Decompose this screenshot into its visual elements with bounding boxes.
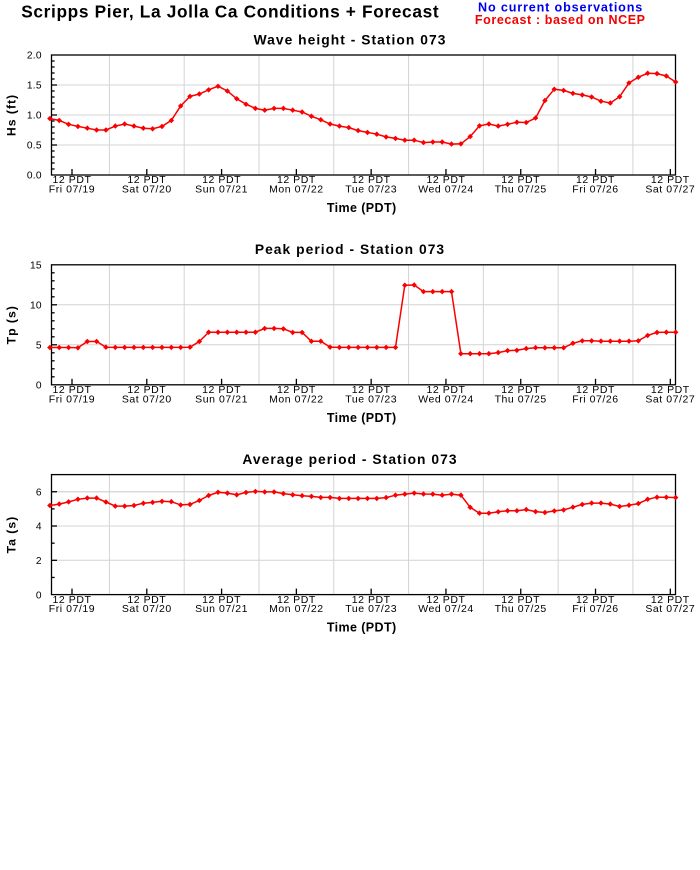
svg-text:Wed 07/24: Wed 07/24: [418, 393, 474, 405]
svg-text:Sat 07/20: Sat 07/20: [122, 184, 172, 196]
svg-text:12 PDT: 12 PDT: [127, 594, 166, 606]
svg-text:Tue 07/23: Tue 07/23: [345, 393, 397, 405]
svg-text:0.5: 0.5: [27, 141, 42, 152]
svg-text:No current observations: No current observations: [478, 1, 643, 15]
svg-text:0: 0: [36, 381, 42, 392]
svg-text:Fri 07/19: Fri 07/19: [49, 184, 95, 196]
svg-text:Sat 07/20: Sat 07/20: [122, 603, 172, 615]
svg-text:12 PDT: 12 PDT: [576, 384, 615, 396]
svg-text:Fri 07/26: Fri 07/26: [572, 393, 618, 405]
svg-text:Tue 07/23: Tue 07/23: [345, 184, 397, 196]
svg-text:Sat 07/27: Sat 07/27: [645, 393, 695, 405]
svg-text:1.5: 1.5: [27, 81, 42, 92]
svg-text:12 PDT: 12 PDT: [427, 384, 466, 396]
svg-text:12 PDT: 12 PDT: [576, 174, 615, 186]
svg-text:2: 2: [36, 556, 42, 567]
svg-text:10: 10: [30, 301, 42, 312]
svg-text:Ta (s): Ta (s): [5, 516, 19, 554]
svg-text:Mon 07/22: Mon 07/22: [269, 393, 324, 405]
svg-text:Hs (ft): Hs (ft): [5, 94, 19, 136]
svg-text:12 PDT: 12 PDT: [501, 594, 540, 606]
svg-text:Sun 07/21: Sun 07/21: [195, 393, 248, 405]
svg-text:12 PDT: 12 PDT: [501, 384, 540, 396]
svg-text:15: 15: [30, 261, 42, 272]
svg-text:Forecast : based on NCEP: Forecast : based on NCEP: [475, 13, 646, 27]
svg-text:Mon 07/22: Mon 07/22: [269, 603, 324, 615]
svg-text:12 PDT: 12 PDT: [202, 384, 241, 396]
svg-text:Time (PDT): Time (PDT): [327, 201, 397, 215]
svg-text:Tue 07/23: Tue 07/23: [345, 603, 397, 615]
svg-text:Sun 07/21: Sun 07/21: [195, 184, 248, 196]
svg-text:Thu 07/25: Thu 07/25: [495, 184, 547, 196]
svg-text:6: 6: [36, 487, 42, 498]
svg-text:12 PDT: 12 PDT: [651, 384, 690, 396]
svg-text:12 PDT: 12 PDT: [352, 174, 391, 186]
svg-text:Tp (s): Tp (s): [5, 305, 19, 344]
svg-text:Wave height - Station 073: Wave height - Station 073: [254, 32, 447, 47]
svg-text:12 PDT: 12 PDT: [53, 594, 92, 606]
svg-text:Fri 07/19: Fri 07/19: [49, 603, 95, 615]
svg-text:Wed 07/24: Wed 07/24: [418, 603, 474, 615]
svg-text:0.0: 0.0: [27, 171, 42, 182]
svg-text:12 PDT: 12 PDT: [576, 594, 615, 606]
svg-text:12 PDT: 12 PDT: [651, 594, 690, 606]
svg-text:Sat 07/20: Sat 07/20: [122, 393, 172, 405]
svg-text:12 PDT: 12 PDT: [352, 594, 391, 606]
svg-text:5: 5: [36, 341, 42, 352]
svg-text:12 PDT: 12 PDT: [277, 384, 316, 396]
svg-text:12 PDT: 12 PDT: [501, 174, 540, 186]
svg-text:12 PDT: 12 PDT: [277, 594, 316, 606]
svg-text:Fri 07/26: Fri 07/26: [572, 184, 618, 196]
svg-text:Time (PDT): Time (PDT): [327, 411, 397, 425]
svg-text:0: 0: [36, 590, 42, 601]
svg-text:Time (PDT): Time (PDT): [327, 621, 397, 635]
svg-text:Scripps Pier, La Jolla Ca Cond: Scripps Pier, La Jolla Ca Conditions + F…: [21, 1, 439, 21]
svg-text:Sun 07/21: Sun 07/21: [195, 603, 248, 615]
svg-text:12 PDT: 12 PDT: [277, 174, 316, 186]
svg-text:12 PDT: 12 PDT: [427, 174, 466, 186]
svg-text:12 PDT: 12 PDT: [202, 594, 241, 606]
svg-text:12 PDT: 12 PDT: [202, 174, 241, 186]
svg-text:Peak period - Station 073: Peak period - Station 073: [255, 242, 445, 257]
svg-text:12 PDT: 12 PDT: [651, 174, 690, 186]
svg-text:Wed 07/24: Wed 07/24: [418, 184, 474, 196]
svg-text:12 PDT: 12 PDT: [427, 594, 466, 606]
svg-text:12 PDT: 12 PDT: [53, 384, 92, 396]
svg-text:12 PDT: 12 PDT: [53, 174, 92, 186]
svg-text:Sat 07/27: Sat 07/27: [645, 603, 695, 615]
svg-text:Fri 07/26: Fri 07/26: [572, 603, 618, 615]
svg-text:12 PDT: 12 PDT: [127, 384, 166, 396]
svg-text:Thu 07/25: Thu 07/25: [495, 393, 547, 405]
svg-text:4: 4: [36, 522, 42, 533]
svg-text:12 PDT: 12 PDT: [352, 384, 391, 396]
svg-text:Sat 07/27: Sat 07/27: [645, 184, 695, 196]
svg-text:2.0: 2.0: [27, 51, 42, 62]
svg-text:Mon 07/22: Mon 07/22: [269, 184, 324, 196]
svg-text:12 PDT: 12 PDT: [127, 174, 166, 186]
svg-text:1.0: 1.0: [27, 111, 42, 122]
svg-text:Average period - Station 073: Average period - Station 073: [242, 452, 457, 467]
svg-text:Thu 07/25: Thu 07/25: [495, 603, 547, 615]
svg-text:Fri 07/19: Fri 07/19: [49, 393, 95, 405]
